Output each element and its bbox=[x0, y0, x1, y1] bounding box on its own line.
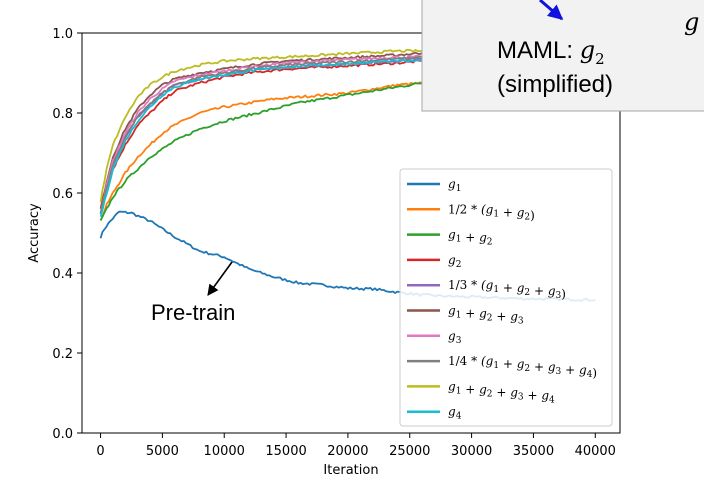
y-axis-label: Accuracy bbox=[27, 203, 42, 263]
legend-label-6: g3 bbox=[448, 329, 462, 346]
x-tick-label: 10000 bbox=[204, 444, 245, 459]
legend-box bbox=[399, 168, 613, 427]
y-tick-label: 1.0 bbox=[52, 27, 73, 42]
legend-label-0: g1 bbox=[448, 177, 461, 194]
series-line-5 bbox=[99, 51, 423, 209]
pretrain-label: Pre-train bbox=[151, 300, 235, 325]
x-tick-label: 25000 bbox=[389, 444, 430, 459]
legend-label-2: g1 + g2 bbox=[448, 228, 493, 248]
x-tick-label: 40000 bbox=[575, 444, 616, 459]
series-line-8 bbox=[99, 48, 423, 203]
callout-subtitle: (simplified) bbox=[497, 71, 613, 98]
series-line-7 bbox=[99, 55, 423, 214]
series-line-6 bbox=[99, 55, 423, 214]
series-line-4 bbox=[99, 57, 423, 209]
x-tick-label: 20000 bbox=[327, 444, 368, 459]
legend: g1 1/2 * (g1 + g2) g1 + g2 g2 1/3 * (g1 + g2… bbox=[399, 168, 613, 427]
legend-label-1: 1/2 * (g1 + g2) bbox=[448, 202, 535, 222]
series-layer bbox=[99, 48, 596, 302]
x-tick-label: 30000 bbox=[451, 444, 492, 459]
y-tick-label: 0.0 bbox=[52, 427, 73, 442]
x-tick-label: 15000 bbox=[265, 444, 306, 459]
y-tick-label: 0.8 bbox=[52, 107, 73, 122]
y-tick-label: 0.2 bbox=[52, 347, 73, 362]
x-tick-label: 0 bbox=[96, 444, 104, 459]
y-tick-label: 0.6 bbox=[52, 187, 73, 202]
legend-entries: g1 1/2 * (g1 + g2) g1 + g2 g2 1/3 * (g1 + g2… bbox=[407, 177, 597, 422]
callout-title-prefix: MAML: bbox=[497, 37, 580, 64]
series-line-3 bbox=[99, 59, 423, 214]
series-line-1 bbox=[99, 81, 423, 221]
legend-label-8: g1 + g2 + g3 + g4 bbox=[448, 379, 555, 405]
legend-label-5: g1 + g2 + g3 bbox=[448, 304, 524, 327]
series-line-2 bbox=[99, 82, 423, 221]
pretrain-arrow bbox=[207, 261, 233, 296]
plot-frame bbox=[81, 32, 621, 434]
y-tick-label: 0.4 bbox=[52, 267, 73, 282]
x-axis-label: Iteration bbox=[323, 463, 378, 478]
legend-label-9: g4 bbox=[448, 405, 462, 422]
callout-title-sub: 2 bbox=[595, 50, 605, 68]
callout-title: MAML: g2 bbox=[497, 36, 605, 68]
x-tick-label: 35000 bbox=[513, 444, 554, 459]
callout-corner-text: g bbox=[684, 8, 699, 36]
legend-label-4: 1/3 * (g1 + g2 + g3) bbox=[448, 278, 566, 301]
callout-title-var: g bbox=[580, 36, 595, 64]
callout-arrow bbox=[539, 0, 564, 21]
legend-label-7: 1/4 * (g1 + g2 + g3 + g4) bbox=[448, 354, 597, 380]
x-tick-label: 5000 bbox=[146, 444, 179, 459]
series-line-9 bbox=[99, 58, 423, 217]
legend-label-3: g2 bbox=[448, 253, 461, 270]
tick-layer: 0 5000 10000 15000 20000 25000 30000 35000 40000… bbox=[52, 27, 616, 459]
maml-callout: g MAML: g2 (simplified) bbox=[421, 0, 704, 112]
pretrain-annotation: Pre-train bbox=[151, 261, 235, 325]
